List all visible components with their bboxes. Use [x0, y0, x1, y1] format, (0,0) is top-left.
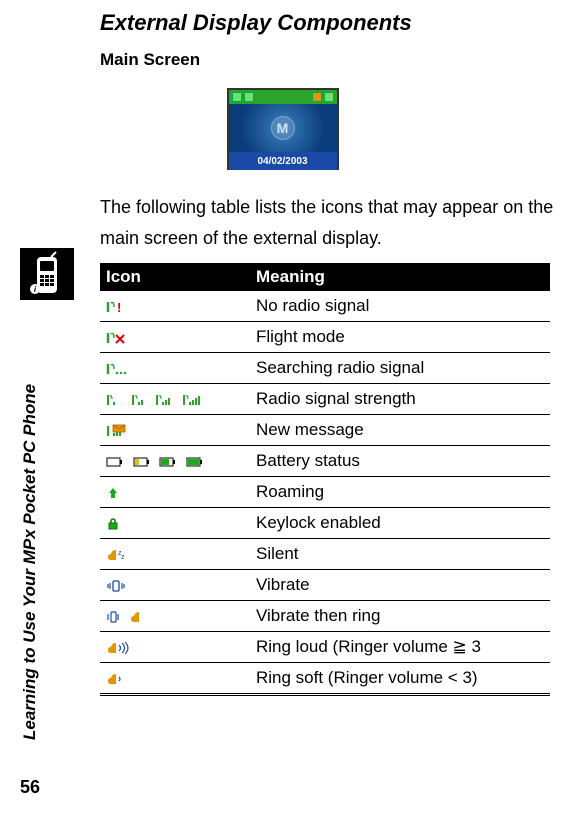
meaning-cell: Keylock enabled: [250, 508, 550, 539]
vibrate-icon: [100, 570, 250, 601]
flight-mode-icon: [100, 322, 250, 353]
keylock-icon: [100, 508, 250, 539]
table-row: Vibrate: [100, 570, 550, 601]
page-number: 56: [20, 777, 40, 798]
signal-strength-icon: [100, 384, 250, 415]
heading-main-screen: Main Screen: [100, 50, 565, 70]
meaning-cell: Battery status: [250, 446, 550, 477]
table-row: Ring loud (Ringer volume ≧ 3: [100, 632, 550, 663]
meaning-cell: Silent: [250, 539, 550, 570]
svg-text:!: !: [117, 300, 121, 314]
screenshot-date: 04/02/2003: [229, 152, 337, 170]
meaning-cell: Ring loud (Ringer volume ≧ 3: [250, 632, 550, 663]
meaning-cell: Searching radio signal: [250, 353, 550, 384]
heading-external-display: External Display Components: [100, 10, 565, 36]
roaming-icon: [100, 477, 250, 508]
intro-paragraph: The following table lists the icons that…: [100, 192, 559, 253]
col-header-meaning: Meaning: [250, 263, 550, 291]
table-row: Vibrate then ring: [100, 601, 550, 632]
table-row: Radio signal strength: [100, 384, 550, 415]
ring-soft-icon: [100, 663, 250, 695]
meaning-cell: New message: [250, 415, 550, 446]
new-message-icon: [100, 415, 250, 446]
col-header-icon: Icon: [100, 263, 250, 291]
icon-meaning-table: Icon Meaning ! No radio signal Flight mo…: [100, 263, 550, 696]
meaning-cell: Vibrate: [250, 570, 550, 601]
table-row: New message: [100, 415, 550, 446]
meaning-cell: Roaming: [250, 477, 550, 508]
external-display-screenshot: M 04/02/2003: [227, 88, 339, 170]
ring-loud-icon: [100, 632, 250, 663]
table-row: Roaming: [100, 477, 550, 508]
table-row: zz Silent: [100, 539, 550, 570]
meaning-cell: Ring soft (Ringer volume < 3): [250, 663, 550, 695]
table-row: Searching radio signal: [100, 353, 550, 384]
table-row: ! No radio signal: [100, 291, 550, 322]
svg-text:z: z: [121, 554, 125, 561]
battery-status-icon: [100, 446, 250, 477]
meaning-cell: No radio signal: [250, 291, 550, 322]
meaning-cell: Vibrate then ring: [250, 601, 550, 632]
meaning-cell: Radio signal strength: [250, 384, 550, 415]
no-radio-signal-icon: !: [100, 291, 250, 322]
table-row: Ring soft (Ringer volume < 3): [100, 663, 550, 695]
vibrate-then-ring-icon: [100, 601, 250, 632]
table-row: Keylock enabled: [100, 508, 550, 539]
sidebar-chapter-title: Learning to Use Your MPx Pocket PC Phone: [20, 320, 40, 740]
table-row: Battery status: [100, 446, 550, 477]
searching-signal-icon: [100, 353, 250, 384]
meaning-cell: Flight mode: [250, 322, 550, 353]
table-row: Flight mode: [100, 322, 550, 353]
margin-phone-icon: i: [20, 248, 74, 300]
silent-icon: zz: [100, 539, 250, 570]
